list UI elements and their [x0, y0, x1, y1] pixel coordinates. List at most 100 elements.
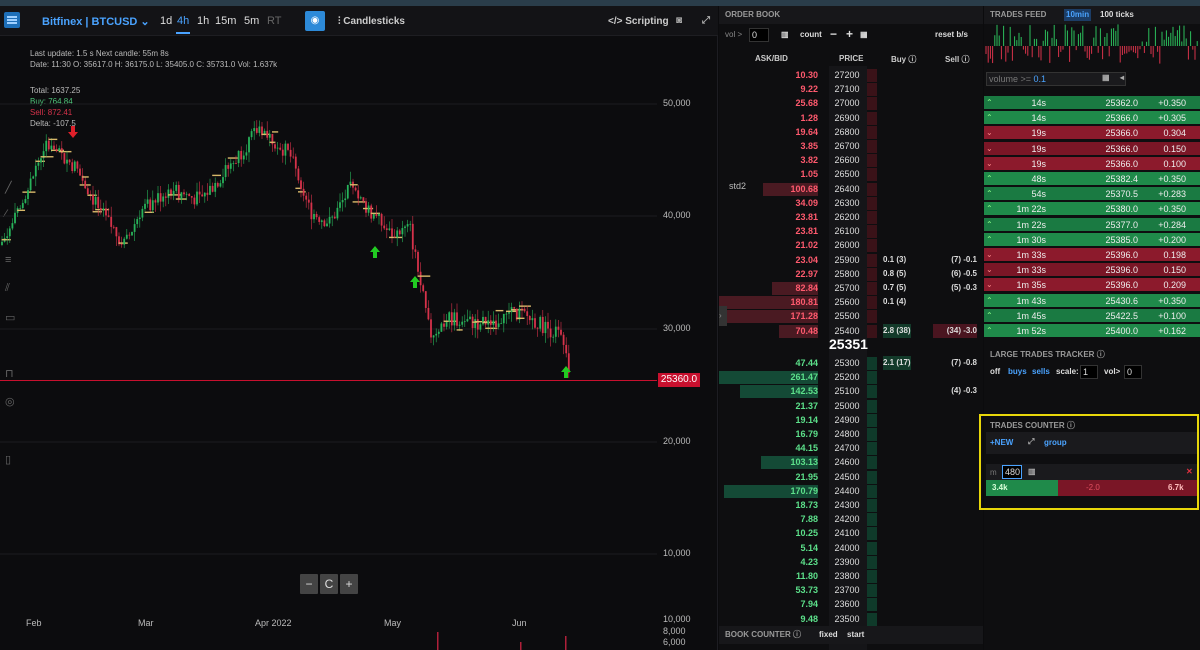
trade-row[interactable]: ⌄ 1m 33s 25396.0 0.198: [984, 248, 1200, 262]
reset-zoom-button[interactable]: C: [320, 574, 338, 594]
order-book-row[interactable]: 22.97 25800 0.8 (5) (6) -0.5: [719, 267, 983, 281]
reset-button[interactable]: reset b/s: [935, 30, 968, 39]
zoom-in-button[interactable]: +: [340, 574, 358, 594]
order-book-row[interactable]: 9.48 23500: [719, 612, 983, 626]
trade-row[interactable]: ⌃ 14s 25362.0 +0.350: [984, 96, 1200, 110]
order-book-row[interactable]: 171.28 25500: [719, 309, 983, 324]
order-book-row[interactable]: 53.73 23700: [719, 583, 983, 598]
camera-icon[interactable]: ◙: [676, 15, 683, 26]
order-book-row[interactable]: 44.15 24700: [719, 441, 983, 456]
tab-100-ticks[interactable]: 100 ticks: [1100, 10, 1134, 19]
ray-tool-icon[interactable]: ⁄: [5, 208, 7, 220]
eye-icon[interactable]: ◉: [305, 11, 325, 31]
trade-row[interactable]: ⌃ 1m 45s 25422.5 +0.100: [984, 308, 1200, 323]
symbol-selector[interactable]: Bitfinex | BTCUSD ⌄: [42, 16, 150, 28]
order-book-row[interactable]: 21.02 26000: [719, 238, 983, 253]
channel-tool-icon[interactable]: ⫽: [5, 282, 10, 294]
order-book-row[interactable]: 7.88 24200: [719, 512, 983, 527]
chart-icon[interactable]: ▥: [1028, 467, 1036, 476]
order-book-row[interactable]: 11.80 23800: [719, 569, 983, 583]
lock-icon[interactable]: ⊓: [5, 368, 14, 380]
buys-toggle[interactable]: buys: [1008, 367, 1027, 376]
group-button[interactable]: group: [1044, 438, 1067, 447]
trade-row[interactable]: ⌄ 1m 33s 25396.0 0.150: [984, 263, 1200, 278]
order-book-row[interactable]: 10.30 27200: [719, 68, 983, 82]
vol-input[interactable]: 0: [749, 28, 769, 42]
plus-button[interactable]: +: [846, 27, 854, 41]
order-book-row[interactable]: 23.04 25900 0.1 (3) (7) -0.1: [719, 253, 983, 267]
chart-icon[interactable]: ▥: [781, 30, 789, 39]
order-book-row[interactable]: 142.53 25100 (4) -0.3: [719, 384, 983, 399]
order-book-row[interactable]: 82.84 25700 0.7 (5) (5) -0.3: [719, 281, 983, 295]
trade-row[interactable]: ⌃ 14s 25366.0 +0.305: [984, 111, 1200, 126]
trade-row[interactable]: ⌃ 1m 22s 25377.0 +0.284: [984, 217, 1200, 232]
caret-left-icon[interactable]: ◂: [1120, 73, 1125, 82]
order-book-row[interactable]: 1.05 26500: [719, 167, 983, 182]
grid-icon[interactable]: ▦: [860, 30, 868, 39]
ruler-icon[interactable]: ▭: [5, 312, 16, 324]
tab-1d[interactable]: 1d: [160, 15, 173, 27]
order-book-row[interactable]: 23.81 26200: [719, 210, 983, 224]
trade-row[interactable]: ⌃ 1m 30s 25385.0 +0.200: [984, 232, 1200, 247]
order-book-row[interactable]: 261.47 25200: [719, 370, 983, 385]
trade-row[interactable]: ⌃ 54s 25370.5 +0.283: [984, 187, 1200, 202]
order-book-row[interactable]: 18.73 24300: [719, 498, 983, 512]
scale-input[interactable]: 1: [1080, 365, 1098, 379]
trade-row[interactable]: ⌃ 1m 22s 25380.0 +0.350: [984, 202, 1200, 217]
chart-type-button[interactable]: ⫶ Candlesticks: [338, 16, 405, 27]
trade-row[interactable]: ⌃ 48s 25382.4 +0.350: [984, 172, 1200, 186]
line-tool-icon[interactable]: ╱: [5, 182, 12, 194]
order-book-row[interactable]: 10.25 24100: [719, 526, 983, 541]
menu-icon[interactable]: [4, 12, 20, 28]
trade-row[interactable]: ⌄ 19s 25366.0 0.304: [984, 126, 1200, 141]
order-book-row[interactable]: 21.37 25000: [719, 399, 983, 413]
expand-icon[interactable]: ⤢: [1028, 437, 1035, 446]
volume-filter[interactable]: volume >= 0.1: [986, 72, 1126, 86]
tab-5m[interactable]: 5m: [244, 15, 260, 27]
order-book-row[interactable]: 34.09 26300: [719, 196, 983, 210]
order-book-row[interactable]: 100.68 26400: [719, 182, 983, 196]
tab-10min[interactable]: 10min: [1064, 9, 1092, 21]
order-book-row[interactable]: 21.95 24500: [719, 470, 983, 484]
tab-1h[interactable]: 1h: [197, 15, 210, 27]
order-book-row[interactable]: 170.79 24400: [719, 484, 983, 498]
order-book-row[interactable]: 23.81 26100: [719, 224, 983, 239]
off-toggle[interactable]: off: [990, 367, 1001, 376]
tab-rt[interactable]: RT: [267, 15, 282, 27]
sells-toggle[interactable]: sells: [1032, 367, 1050, 376]
start-button[interactable]: start: [847, 630, 865, 639]
order-book-row[interactable]: 3.85 26700: [719, 139, 983, 153]
price-axis[interactable]: 50,000 40,000 30,000 20,000 10,000 10,00…: [657, 36, 718, 650]
new-counter-button[interactable]: +NEW: [990, 438, 1014, 447]
order-book-row[interactable]: 4.23 23900: [719, 555, 983, 569]
order-book-row[interactable]: 16.79 24800: [719, 427, 983, 441]
tab-15m[interactable]: 15m: [215, 15, 237, 27]
fib-tool-icon[interactable]: ≡: [5, 254, 12, 266]
scripting-button[interactable]: </> Scripting: [608, 16, 669, 27]
visibility-icon[interactable]: ◎: [5, 396, 15, 408]
order-book-row[interactable]: 1.28 26900: [719, 111, 983, 125]
trade-row[interactable]: ⌄ 1m 35s 25396.0 0.209: [984, 278, 1200, 293]
order-book-row[interactable]: 180.81 25600 0.1 (4): [719, 295, 983, 310]
order-book-row[interactable]: 3.82 26600: [719, 153, 983, 168]
expand-icon[interactable]: ⤢: [702, 15, 710, 26]
count-toggle[interactable]: count: [800, 30, 822, 39]
minus-button[interactable]: −: [830, 27, 838, 41]
trade-row[interactable]: ⌄ 19s 25366.0 0.100: [984, 156, 1200, 171]
order-book-row[interactable]: 25.68 27000: [719, 96, 983, 111]
order-book-row[interactable]: 70.48 25400 2.8 (38) (34) -3.0: [719, 323, 983, 338]
order-book-row[interactable]: 9.22 27100: [719, 82, 983, 97]
order-book-row[interactable]: 19.64 26800: [719, 125, 983, 139]
order-book-row[interactable]: 47.44 25300 2.1 (17) (7) -0.8: [719, 356, 983, 370]
vol-input[interactable]: 0: [1124, 365, 1142, 379]
counter-period-input[interactable]: 480: [1002, 465, 1022, 479]
order-book-row[interactable]: 5.14 24000: [719, 541, 983, 555]
trash-icon[interactable]: ▯: [5, 454, 12, 466]
order-book-row[interactable]: 103.13 24600: [719, 455, 983, 470]
trade-row[interactable]: ⌃ 1m 52s 25400.0 +0.162: [984, 324, 1200, 338]
trade-row[interactable]: ⌃ 1m 43s 25430.6 +0.350: [984, 293, 1200, 308]
fixed-button[interactable]: fixed: [819, 630, 838, 639]
close-icon[interactable]: ✕: [1186, 467, 1193, 476]
candlestick-plot[interactable]: [0, 36, 657, 650]
zoom-out-button[interactable]: −: [300, 574, 318, 594]
